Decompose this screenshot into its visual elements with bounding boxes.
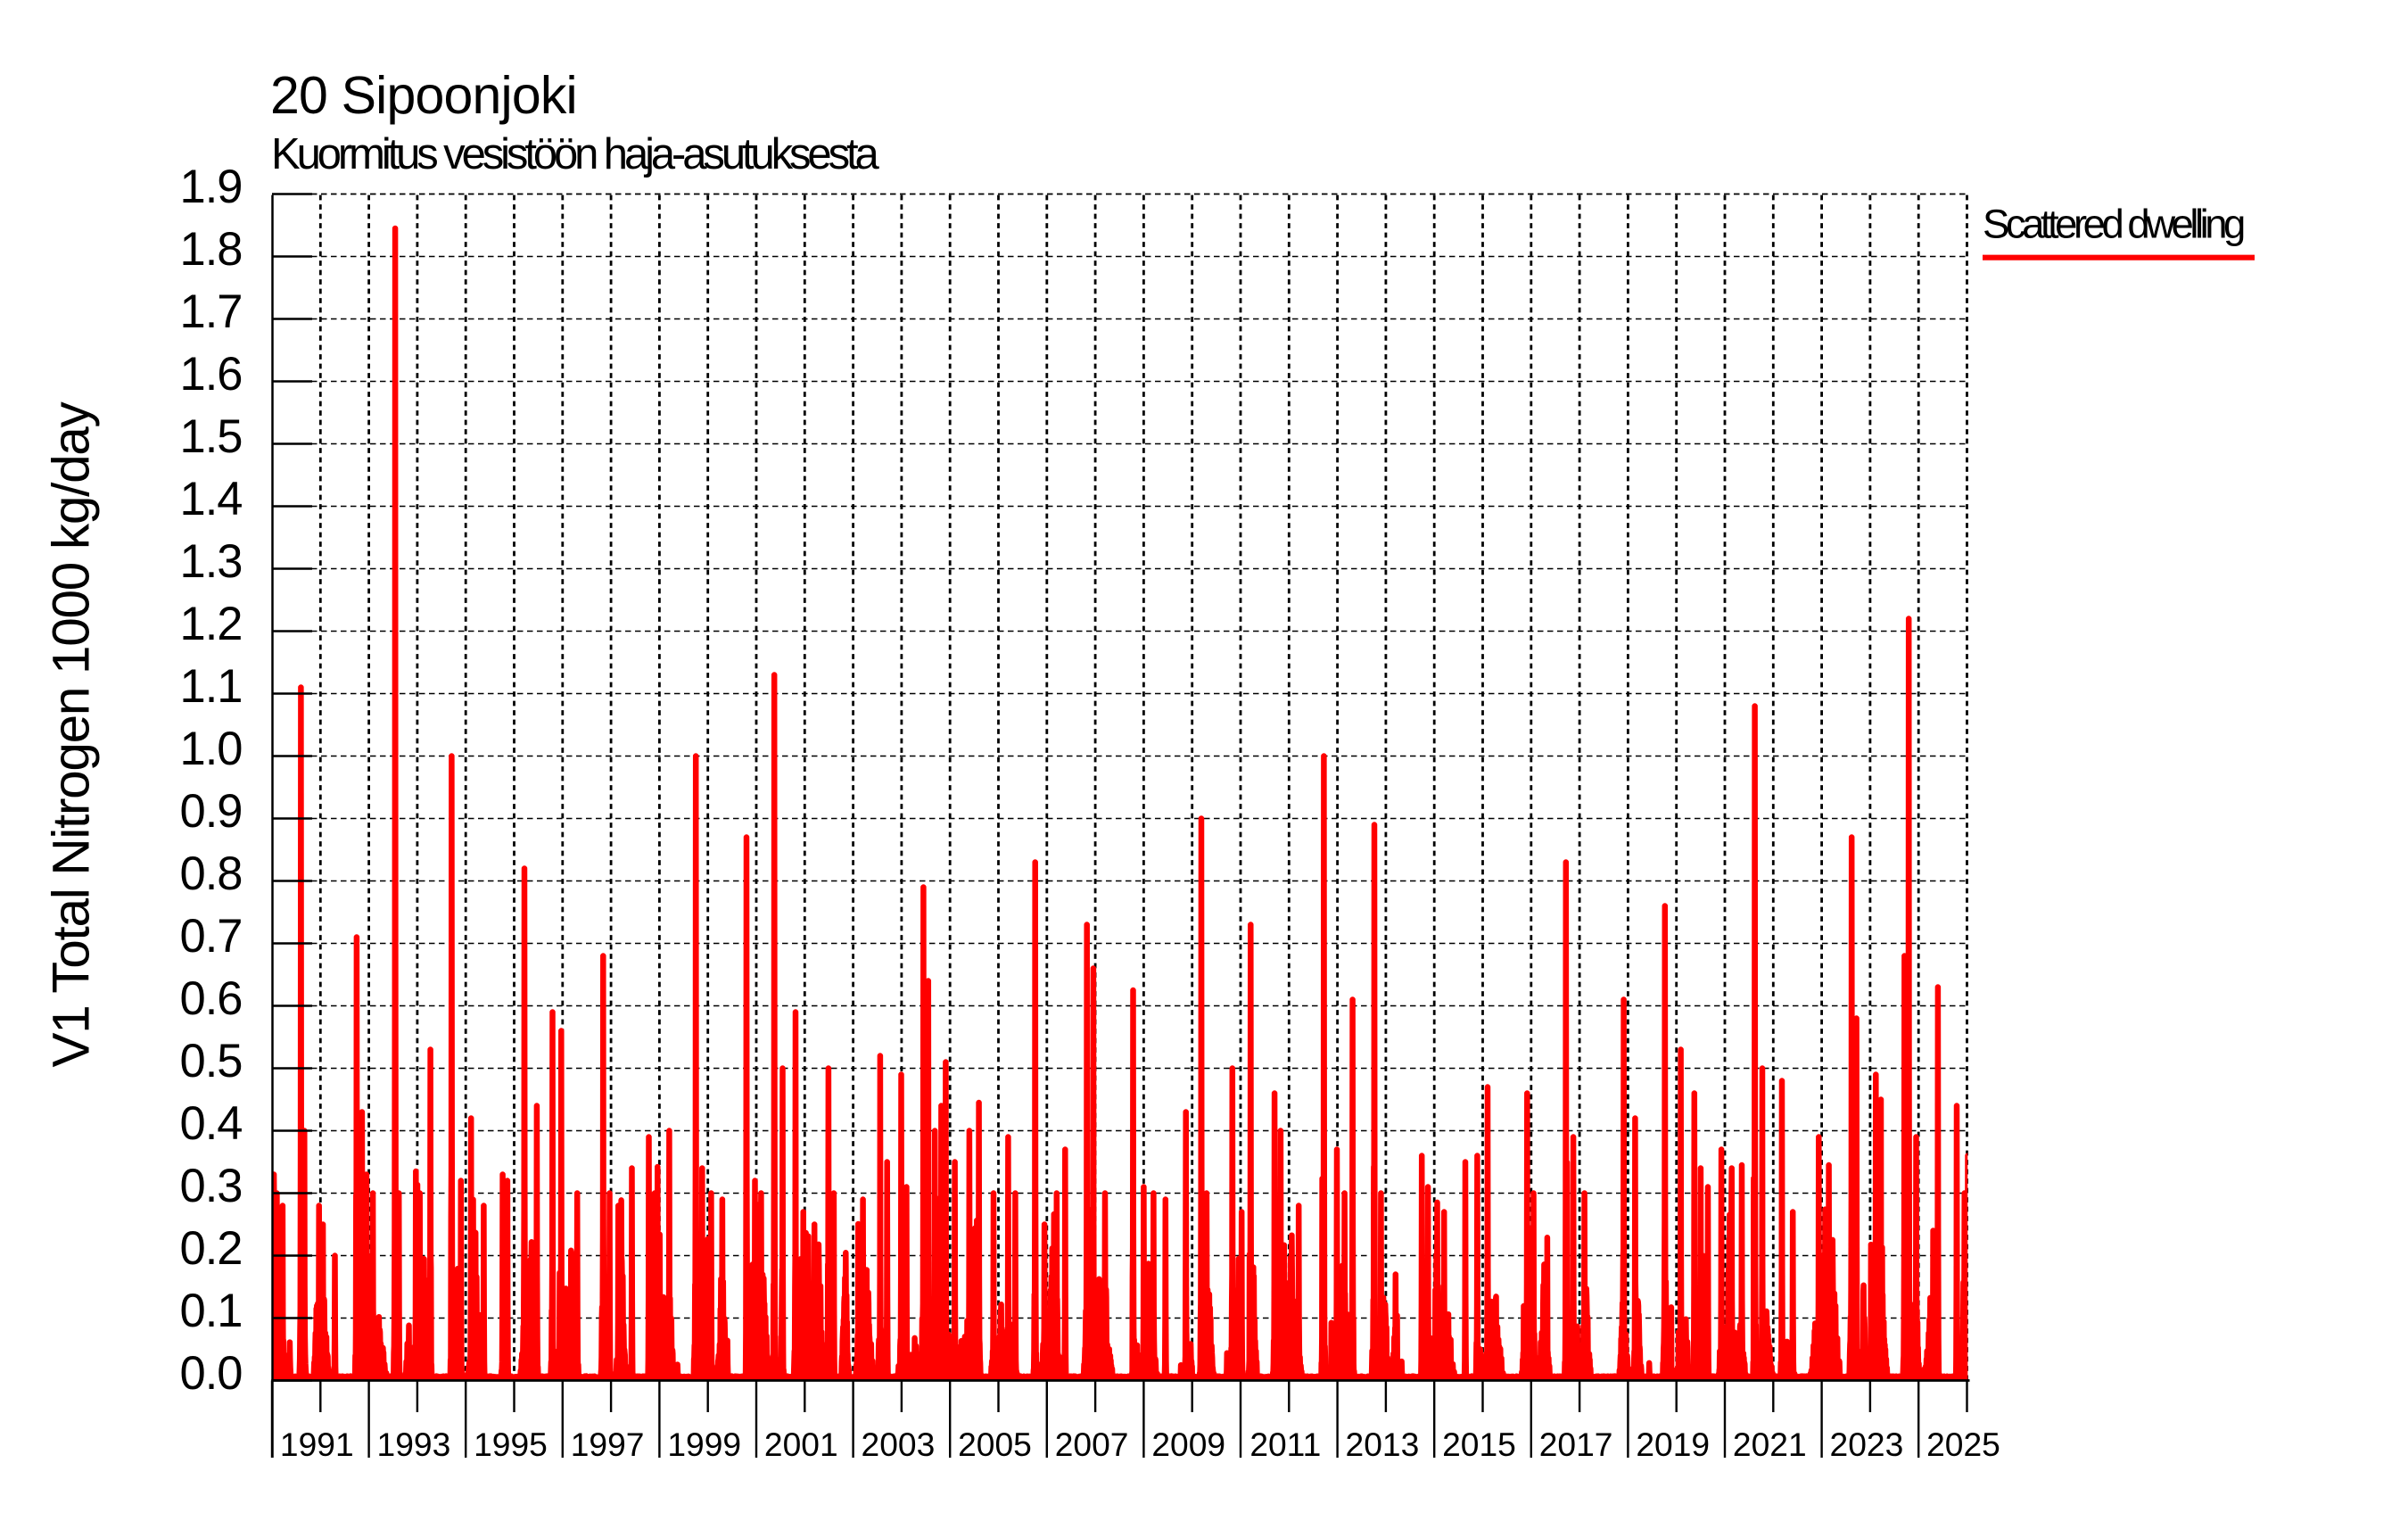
svg-text:1.8: 1.8: [180, 223, 243, 276]
svg-text:1.1: 1.1: [180, 660, 243, 713]
svg-text:2017: 2017: [1539, 1426, 1613, 1463]
svg-text:2001: 2001: [764, 1426, 838, 1463]
svg-text:0.7: 0.7: [180, 910, 243, 963]
svg-text:V1 Total Nitrogen 1000 kg/day: V1 Total Nitrogen 1000 kg/day: [43, 401, 101, 1067]
svg-text:0.2: 0.2: [180, 1222, 243, 1275]
svg-text:1.6: 1.6: [180, 348, 243, 401]
svg-text:Scattered dwelling: Scattered dwelling: [1983, 202, 2244, 247]
svg-text:2019: 2019: [1636, 1426, 1710, 1463]
svg-text:2009: 2009: [1151, 1426, 1225, 1463]
svg-text:2021: 2021: [1733, 1426, 1807, 1463]
svg-text:0.4: 0.4: [180, 1097, 243, 1150]
svg-text:2023: 2023: [1830, 1426, 1904, 1463]
svg-text:2013: 2013: [1346, 1426, 1420, 1463]
svg-text:1997: 1997: [571, 1426, 645, 1463]
svg-text:2007: 2007: [1055, 1426, 1129, 1463]
svg-text:1.3: 1.3: [180, 535, 243, 588]
svg-text:1.4: 1.4: [180, 473, 243, 525]
svg-text:1991: 1991: [280, 1426, 354, 1463]
svg-text:0.5: 0.5: [180, 1035, 243, 1087]
svg-text:1.7: 1.7: [180, 285, 243, 338]
svg-text:0.9: 0.9: [180, 785, 243, 838]
svg-text:0.8: 0.8: [180, 847, 243, 900]
svg-text:0.1: 0.1: [180, 1285, 243, 1337]
svg-text:2025: 2025: [1926, 1426, 2000, 1463]
svg-text:1.9: 1.9: [180, 161, 243, 213]
svg-text:0.6: 0.6: [180, 972, 243, 1025]
svg-text:2005: 2005: [958, 1426, 1032, 1463]
svg-text:0.0: 0.0: [180, 1347, 243, 1400]
svg-text:1.0: 1.0: [180, 723, 243, 775]
svg-text:1.2: 1.2: [180, 598, 243, 650]
svg-text:1995: 1995: [474, 1426, 548, 1463]
svg-text:0.3: 0.3: [180, 1160, 243, 1212]
svg-text:1999: 1999: [667, 1426, 741, 1463]
svg-text:2003: 2003: [862, 1426, 936, 1463]
svg-text:1.5: 1.5: [180, 410, 243, 463]
svg-text:20 Sipoonjoki: 20 Sipoonjoki: [270, 66, 577, 125]
svg-text:1993: 1993: [377, 1426, 451, 1463]
svg-text:Kuormitus vesistöön haja-asutu: Kuormitus vesistöön haja-asutuksesta: [271, 130, 879, 178]
svg-text:2015: 2015: [1442, 1426, 1516, 1463]
svg-text:2011: 2011: [1249, 1426, 1321, 1463]
